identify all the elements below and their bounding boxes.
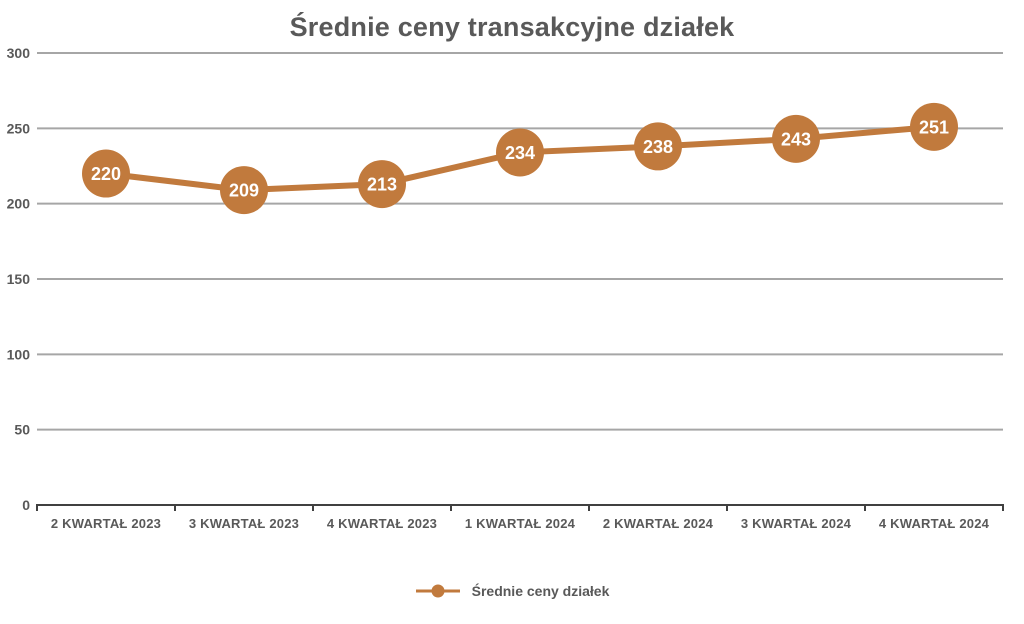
y-axis-tick-label: 0 <box>22 497 30 513</box>
y-axis-tick-label: 50 <box>14 422 30 438</box>
data-point-label: 209 <box>229 181 259 201</box>
x-axis-category-label: 3 KWARTAŁ 2024 <box>741 516 852 531</box>
x-axis-category-label: 1 KWARTAŁ 2024 <box>465 516 576 531</box>
legend-line-marker-icon <box>415 584 460 598</box>
data-point-marker <box>772 114 820 163</box>
data-point-marker <box>910 102 958 151</box>
legend-label: Średnie ceny działek <box>471 583 610 599</box>
data-point-label: 238 <box>643 137 673 157</box>
data-point-marker <box>634 122 682 171</box>
x-axis-category-label: 4 KWARTAŁ 2024 <box>879 516 990 531</box>
y-axis-tick-label: 150 <box>7 271 31 287</box>
y-axis-tick-label: 250 <box>7 120 31 136</box>
x-axis-category-label: 2 KWARTAŁ 2023 <box>51 516 161 531</box>
data-point-marker <box>220 166 268 215</box>
data-point-label: 213 <box>367 175 397 195</box>
y-axis-tick-label: 300 <box>7 45 31 61</box>
data-point-label: 251 <box>919 117 949 137</box>
plot-svg: 0 50 100 150 200 250 300 2 KWARTAŁ 2023 3 KWARTA… <box>7 45 1004 531</box>
legend-marker-dot <box>431 584 445 598</box>
data-point-label: 234 <box>505 143 535 163</box>
y-axis-tick-label: 200 <box>7 196 31 212</box>
data-point-marker <box>82 149 130 198</box>
y-axis-tick-label: 100 <box>7 346 31 362</box>
x-axis-category-label: 4 KWARTAŁ 2023 <box>327 516 437 531</box>
x-axis-category-label: 3 KWARTAŁ 2023 <box>189 516 299 531</box>
data-point-marker <box>358 160 406 209</box>
legend: Średnie ceny działek <box>0 583 1024 599</box>
x-axis-category-label: 2 KWARTAŁ 2024 <box>603 516 714 531</box>
chart-title: Średnie ceny transakcyjne działek <box>289 12 735 42</box>
data-point-label: 243 <box>781 129 811 149</box>
data-point-marker <box>496 128 544 177</box>
data-point-label: 220 <box>91 164 121 184</box>
